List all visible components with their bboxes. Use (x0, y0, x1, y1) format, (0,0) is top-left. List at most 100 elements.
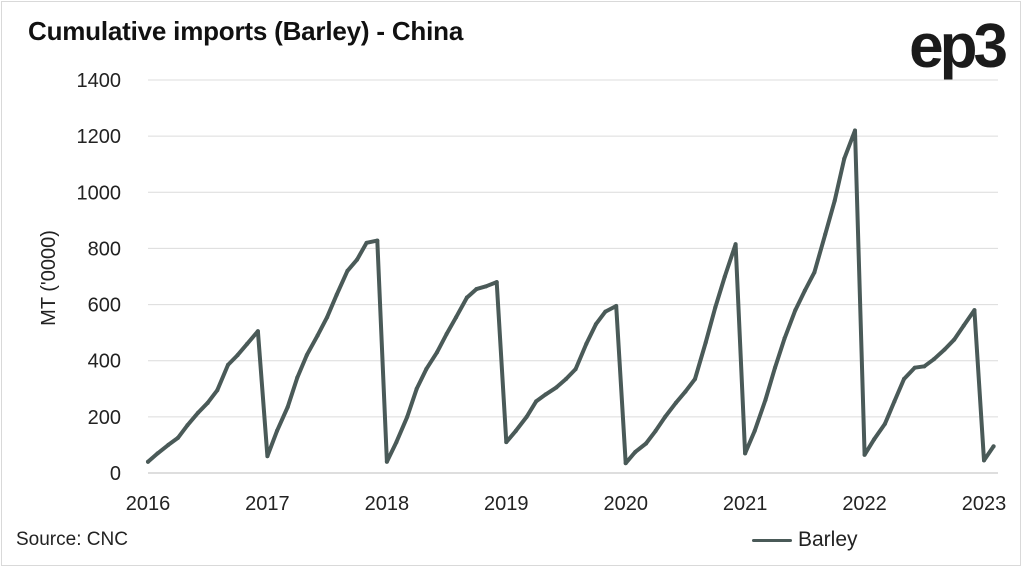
x-tick-label: 2022 (842, 493, 887, 515)
x-tick-label: 2023 (962, 493, 1007, 515)
data-point (444, 332, 449, 337)
y-tick-label: 200 (88, 407, 121, 429)
data-point (325, 315, 330, 320)
x-tick-label: 2017 (245, 493, 290, 515)
data-point (483, 284, 488, 289)
data-point (882, 421, 887, 426)
data-point (763, 398, 768, 403)
data-point (901, 376, 906, 381)
y-axis-title: MT ('0000) (38, 230, 60, 326)
x-tick-label: 2021 (723, 493, 768, 515)
y-tick-label: 1200 (77, 126, 122, 148)
data-point (504, 440, 509, 445)
data-point (464, 295, 469, 300)
data-point (722, 274, 727, 279)
data-point (703, 340, 708, 345)
data-point (405, 414, 410, 419)
data-point (593, 322, 598, 327)
data-point (155, 451, 160, 456)
data-point (384, 459, 389, 464)
data-point (713, 305, 718, 310)
gridlines (148, 79, 998, 474)
data-point (185, 423, 190, 428)
data-point (853, 128, 858, 133)
data-point (952, 337, 957, 342)
data-point (692, 376, 697, 381)
data-point (752, 428, 757, 433)
y-tick-labels: 0 200 400 600 800 1000 1200 1400 (77, 70, 122, 485)
legend-label-barley: Barley (798, 528, 858, 551)
y-tick-label: 0 (110, 463, 121, 485)
data-point (603, 309, 608, 314)
data-point (265, 454, 270, 459)
data-point (235, 353, 240, 358)
y-tick-label: 800 (88, 238, 121, 260)
y-tick-label: 1400 (77, 70, 122, 92)
series-line-barley (146, 128, 996, 466)
data-point (175, 435, 180, 440)
data-point (394, 440, 399, 445)
chart-legend: Barley (752, 526, 858, 554)
data-point (842, 156, 847, 161)
data-point (274, 428, 279, 433)
data-point (196, 410, 201, 415)
data-point (295, 375, 300, 380)
data-point (435, 350, 440, 355)
data-point (972, 308, 977, 313)
data-point (653, 428, 658, 433)
data-point (513, 428, 518, 433)
data-point (474, 287, 479, 292)
y-tick-label: 1000 (77, 182, 122, 204)
data-point (573, 367, 578, 372)
data-point (245, 341, 250, 346)
data-point (424, 367, 429, 372)
data-point (414, 386, 419, 391)
data-point (812, 270, 817, 275)
data-point (743, 451, 748, 456)
data-point (773, 365, 777, 370)
data-point (942, 347, 947, 352)
data-point (644, 441, 649, 446)
data-point (802, 288, 807, 293)
data-point (304, 353, 309, 358)
data-point (912, 365, 917, 370)
data-point (991, 444, 996, 449)
data-point (564, 376, 568, 381)
legend-swatch-barley (752, 538, 792, 542)
data-point (782, 336, 787, 341)
data-point (892, 399, 897, 404)
data-point (872, 437, 877, 442)
data-point (215, 388, 220, 393)
data-point (226, 362, 231, 367)
x-tick-label: 2016 (126, 493, 171, 515)
data-point (823, 232, 828, 237)
data-point (543, 392, 548, 397)
chart-title: Cumulative imports (Barley) - China (28, 16, 464, 46)
data-point (494, 280, 499, 285)
x-tick-label: 2019 (484, 493, 529, 515)
data-point (315, 333, 320, 338)
brand-logo: ep3 (909, 12, 1008, 81)
data-point (554, 385, 559, 390)
data-point (683, 389, 688, 394)
y-tick-label: 600 (88, 295, 121, 317)
data-point (146, 459, 150, 464)
data-point (931, 357, 936, 362)
y-tick-label: 400 (88, 351, 121, 373)
data-point (793, 308, 798, 313)
data-point (982, 458, 986, 463)
data-point (584, 341, 589, 346)
data-point (832, 198, 837, 203)
data-point (614, 303, 619, 308)
data-point (733, 242, 738, 247)
data-point (862, 452, 867, 457)
data-point (205, 400, 210, 405)
data-point (345, 268, 350, 273)
data-point (534, 399, 539, 404)
data-point (633, 449, 638, 454)
data-point (364, 240, 369, 245)
source-note: Source: CNC (16, 529, 128, 550)
data-point (961, 323, 966, 328)
